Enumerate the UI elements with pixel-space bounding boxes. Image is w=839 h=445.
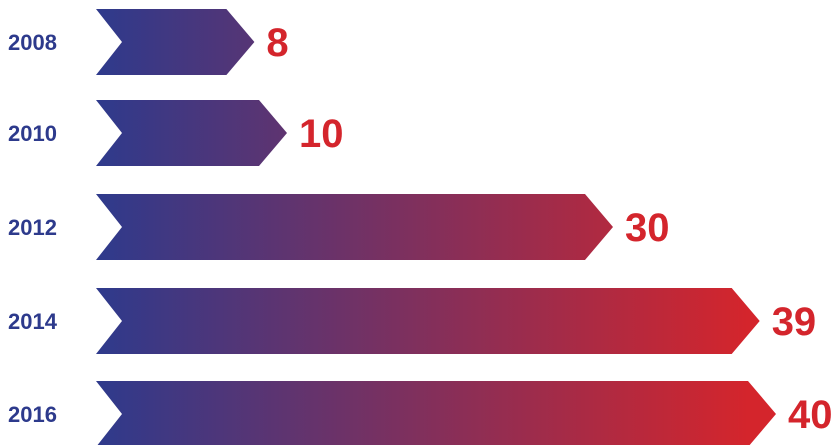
category-label-2016: 2016 (8, 402, 57, 427)
category-label-2008: 2008 (8, 30, 57, 55)
category-label-2010: 2010 (8, 121, 57, 146)
bar-2016 (96, 381, 776, 445)
category-label-2014: 2014 (8, 309, 58, 334)
value-label-2008: 8 (266, 21, 288, 65)
bar-2014 (96, 288, 760, 354)
category-label-2012: 2012 (8, 215, 57, 240)
bar-2008 (96, 9, 255, 75)
value-label-2016: 40 (788, 393, 833, 437)
bars-group (96, 9, 776, 445)
bar-2010 (96, 100, 287, 166)
value-labels: 8 10 30 39 40 (266, 21, 832, 437)
bar-2012 (96, 194, 613, 260)
value-label-2012: 30 (625, 206, 670, 250)
value-label-2010: 10 (299, 112, 344, 156)
value-label-2014: 39 (772, 300, 817, 344)
category-labels: 2008 2010 2012 2014 2016 (8, 30, 58, 427)
